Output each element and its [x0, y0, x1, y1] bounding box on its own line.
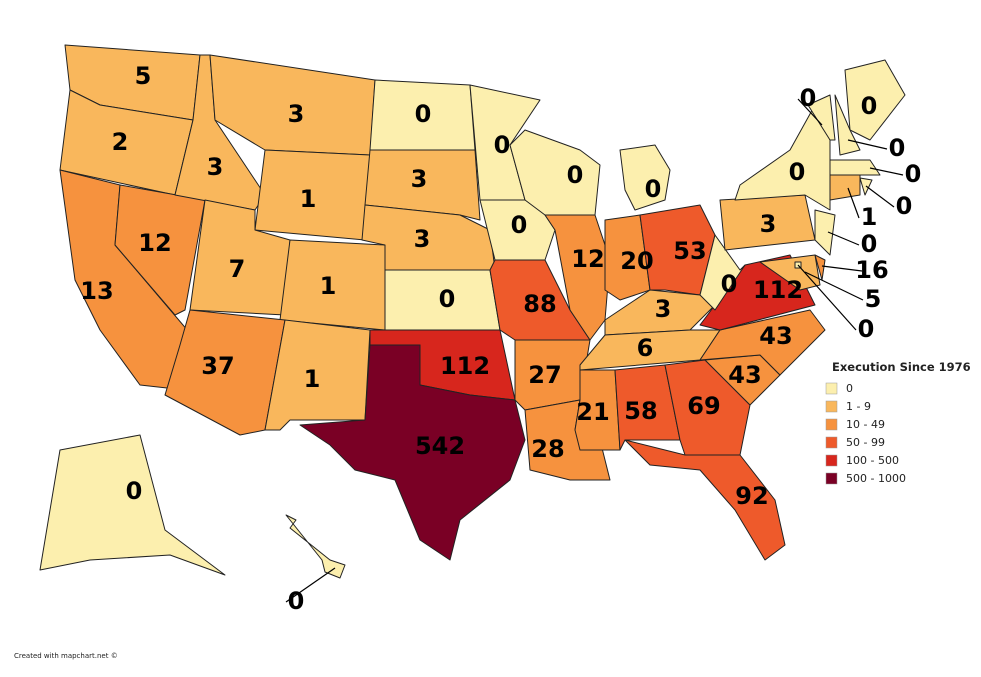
state-value: 43 — [728, 361, 761, 389]
state-value: 0 — [800, 84, 817, 112]
state-value: 0 — [511, 211, 528, 239]
state-value: 37 — [201, 352, 234, 380]
legend-title: Execution Since 1976 — [832, 360, 971, 374]
state-value: 16 — [855, 256, 888, 284]
state-value: 0 — [858, 315, 875, 343]
state-shape — [364, 149, 481, 221]
state-value: 88 — [523, 290, 556, 318]
state-shape — [844, 59, 906, 141]
footer: Created with mapchart.net © — [14, 652, 118, 660]
state-value: 3 — [288, 100, 305, 128]
legend-swatch — [825, 454, 838, 467]
state-shape — [699, 234, 746, 311]
state-shape — [807, 94, 836, 141]
state-value: 13 — [80, 277, 113, 305]
legend-label: 100 - 500 — [846, 454, 899, 467]
state-shape — [544, 214, 611, 341]
leader-line — [821, 265, 863, 272]
state-value: 43 — [759, 322, 792, 350]
state-shape — [285, 514, 346, 579]
leader-line — [847, 139, 888, 150]
state-value: 28 — [531, 435, 564, 463]
state-shape — [39, 434, 226, 576]
state-value: 3 — [655, 295, 672, 323]
state-value: 0 — [721, 270, 738, 298]
legend-label: 1 - 9 — [846, 400, 871, 413]
state-shape — [614, 364, 681, 451]
state-value: 6 — [637, 334, 654, 362]
state-value: 112 — [440, 352, 490, 380]
state-value: 0 — [439, 285, 456, 313]
state-value: 3 — [414, 225, 431, 253]
legend-swatch — [825, 472, 838, 485]
state-value: 1 — [320, 272, 337, 300]
state-value: 69 — [687, 392, 720, 420]
state-value: 542 — [415, 432, 465, 460]
legend-label: 10 - 49 — [846, 418, 885, 431]
state-value: 0 — [905, 160, 922, 188]
state-value: 1 — [304, 365, 321, 393]
leader-line — [847, 187, 860, 219]
state-value: 0 — [288, 587, 305, 615]
state-value: 53 — [673, 237, 706, 265]
state-value: 0 — [567, 161, 584, 189]
state-value: 92 — [735, 482, 768, 510]
state-value: 0 — [896, 192, 913, 220]
state-value: 2 — [112, 128, 129, 156]
state-shape — [829, 159, 881, 176]
state-value: 21 — [576, 398, 609, 426]
state-value: 0 — [645, 175, 662, 203]
state-shape — [759, 254, 821, 291]
state-value: 5 — [865, 285, 882, 313]
leader-line — [865, 185, 895, 208]
state-shape — [829, 174, 861, 201]
state-value: 0 — [494, 131, 511, 159]
legend-swatch — [825, 382, 838, 395]
state-value: 27 — [528, 361, 561, 389]
legend-swatch — [825, 400, 838, 413]
state-value: 5 — [135, 62, 152, 90]
leader-line — [797, 98, 823, 126]
state-value: 112 — [753, 276, 803, 304]
state-shape — [619, 144, 671, 211]
leader-lines — [285, 98, 904, 603]
legend: Execution Since 1976 0 1 - 9 10 - 49 50 - 9… — [825, 360, 971, 485]
leader-line — [869, 167, 904, 176]
state-value: 3 — [207, 153, 224, 181]
state-value: 12 — [138, 229, 171, 257]
state-value: 1 — [300, 185, 317, 213]
state-value: 0 — [861, 92, 878, 120]
leader-line — [797, 264, 857, 331]
state-value: 3 — [411, 165, 428, 193]
state-value: 0 — [126, 477, 143, 505]
state-value: 0 — [861, 230, 878, 258]
leader-line — [285, 567, 336, 603]
legend-swatch — [825, 418, 838, 431]
leader-line — [804, 271, 864, 301]
state-shape — [299, 344, 526, 561]
state-value: 7 — [229, 255, 246, 283]
state-value: 3 — [760, 210, 777, 238]
legend-label: 0 — [846, 382, 853, 395]
state-shape — [814, 254, 826, 281]
state-shape — [814, 209, 836, 256]
state-shapes — [39, 44, 906, 579]
state-shape — [834, 94, 861, 156]
legend-label: 50 - 99 — [846, 436, 885, 449]
leader-line — [827, 231, 860, 246]
state-value: 58 — [624, 397, 657, 425]
legend-swatch — [825, 436, 838, 449]
state-value: 0 — [415, 100, 432, 128]
state-value: 0 — [789, 158, 806, 186]
state-shape — [604, 214, 651, 301]
state-value: 12 — [571, 245, 604, 273]
state-shape — [734, 104, 831, 211]
legend-label: 500 - 1000 — [846, 472, 906, 485]
state-shape — [624, 439, 786, 561]
state-value: 1 — [861, 203, 878, 231]
state-value: 0 — [889, 134, 906, 162]
state-value: 20 — [620, 247, 653, 275]
